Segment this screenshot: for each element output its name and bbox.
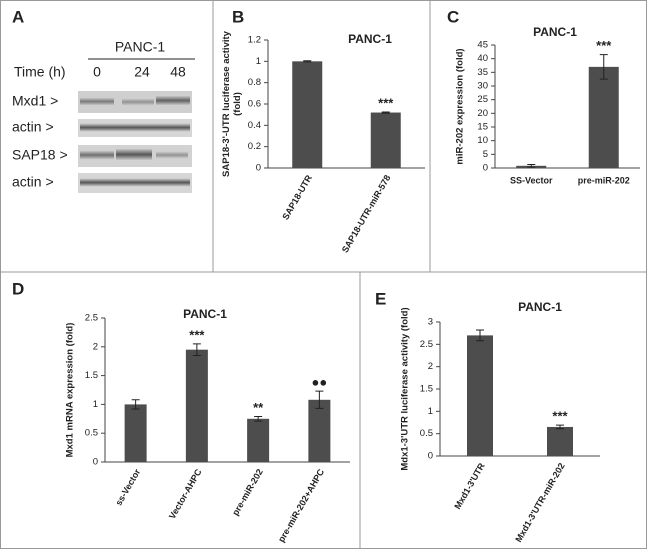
blot-row-label: Mxd1 >: [12, 93, 58, 109]
y-tick-label: 0: [256, 163, 261, 174]
y-tick-label: 0: [93, 457, 98, 468]
x-tick-label: Mxd1-3'UTR-miR-202: [513, 461, 566, 544]
error-bar: [527, 163, 536, 168]
x-tick-label: SAP18-UTR: [280, 173, 314, 222]
error-bar: [303, 60, 312, 63]
y-axis-label: Mdx1-3'UTR luciferase activity (fold): [400, 307, 411, 470]
y-tick-label: 35: [477, 67, 488, 78]
bar: [547, 426, 573, 456]
time: 0: [93, 64, 101, 80]
error-bar: [599, 54, 608, 80]
significance: ***: [189, 327, 205, 342]
blot-row-label: actin >: [12, 174, 54, 190]
y-tick-label: 0.5: [85, 428, 98, 439]
chart-title: PANC-1: [518, 300, 562, 314]
bar: [588, 66, 619, 168]
error-bar: [254, 415, 263, 422]
bar: [467, 335, 493, 456]
y-tick-label: 1.5: [420, 384, 433, 395]
panel-letter: C: [447, 7, 459, 26]
y-tick-label: 2.5: [85, 313, 98, 324]
x-tick-label: pre-miR-202: [230, 467, 265, 517]
y-tick-label: 20: [477, 108, 488, 119]
x-tick-label: pre-miR-202+AHPC: [276, 467, 326, 544]
error-bar: [476, 329, 484, 342]
time: 24: [134, 64, 150, 80]
chart-title: PANC-1: [348, 32, 392, 46]
error-bar: [381, 111, 390, 114]
y-axis-label: SAP18-3'-UTR luciferase activity: [221, 30, 232, 177]
y-tick-label: 2: [428, 361, 433, 372]
error-bar: [315, 390, 324, 409]
blot-row-label: SAP18 >: [12, 147, 68, 163]
panel-letter: B: [232, 7, 244, 26]
y-tick-label: 1: [93, 399, 98, 410]
significance: ***: [596, 38, 612, 53]
x-tick-label: Mxd1-3'UTR: [452, 461, 487, 511]
error-bar: [192, 343, 201, 356]
x-tick-label: Vector-AHPC: [167, 467, 204, 521]
y-tick-label: 1: [428, 406, 433, 417]
y-tick-label: 10: [477, 135, 488, 146]
x-tick-label: ss-Vector: [113, 467, 142, 508]
y-axis-label: Mxd1 mRNA expression (fold): [65, 323, 76, 458]
bar: [185, 349, 208, 462]
y-tick-label: 2.5: [420, 339, 433, 350]
time-label: Time (h): [14, 64, 66, 80]
x-tick-label: SS-Vector: [510, 175, 553, 185]
y-axis-label: miR-202 expression (fold): [455, 48, 466, 164]
panel-letter: A: [12, 7, 24, 26]
bar: [370, 112, 401, 168]
cell-line: PANC-1: [115, 39, 166, 55]
time: 48: [170, 64, 186, 80]
significance: ***: [378, 95, 394, 110]
significance: **: [253, 400, 264, 415]
y-tick-label: 0.6: [248, 99, 261, 110]
y-tick-label: 30: [477, 81, 488, 92]
y-tick-label: 2: [93, 341, 98, 352]
y-tick-label: 1.2: [248, 35, 261, 46]
significance: ***: [552, 409, 568, 424]
bar: [247, 418, 270, 462]
chart-title: PANC-1: [533, 25, 577, 39]
y-tick-label: 0.4: [248, 120, 261, 131]
y-tick-label: 25: [477, 94, 488, 105]
bar: [124, 404, 147, 462]
y-tick-label: 3: [428, 317, 433, 328]
chart-title: PANC-1: [183, 307, 227, 321]
y-tick-label: 15: [477, 122, 488, 133]
y-tick-label: 0.8: [248, 77, 261, 88]
y-tick-label: 0.5: [420, 428, 433, 439]
bar: [292, 61, 323, 169]
blot-images: [78, 91, 192, 193]
error-bar: [556, 424, 564, 430]
error-bar: [131, 399, 140, 410]
blot-row-label: actin >: [12, 119, 54, 135]
y-axis-label: (fold): [232, 92, 243, 116]
bar: [308, 399, 331, 462]
panel-letter: D: [12, 279, 24, 298]
y-tick-label: 40: [477, 53, 488, 64]
y-tick-label: 0: [428, 451, 433, 462]
y-tick-label: 0: [483, 163, 488, 174]
x-tick-label: pre-miR-202: [578, 175, 630, 185]
y-tick-label: 0.2: [248, 141, 261, 152]
x-tick-label: SAP18-UTR-miR-578: [340, 173, 393, 254]
y-tick-label: 5: [483, 149, 488, 160]
y-tick-label: 1: [256, 56, 261, 67]
significance: ●●: [312, 375, 328, 390]
y-tick-label: 45: [477, 40, 488, 51]
y-tick-label: 1.5: [85, 370, 98, 381]
panel-letter: E: [375, 289, 386, 308]
